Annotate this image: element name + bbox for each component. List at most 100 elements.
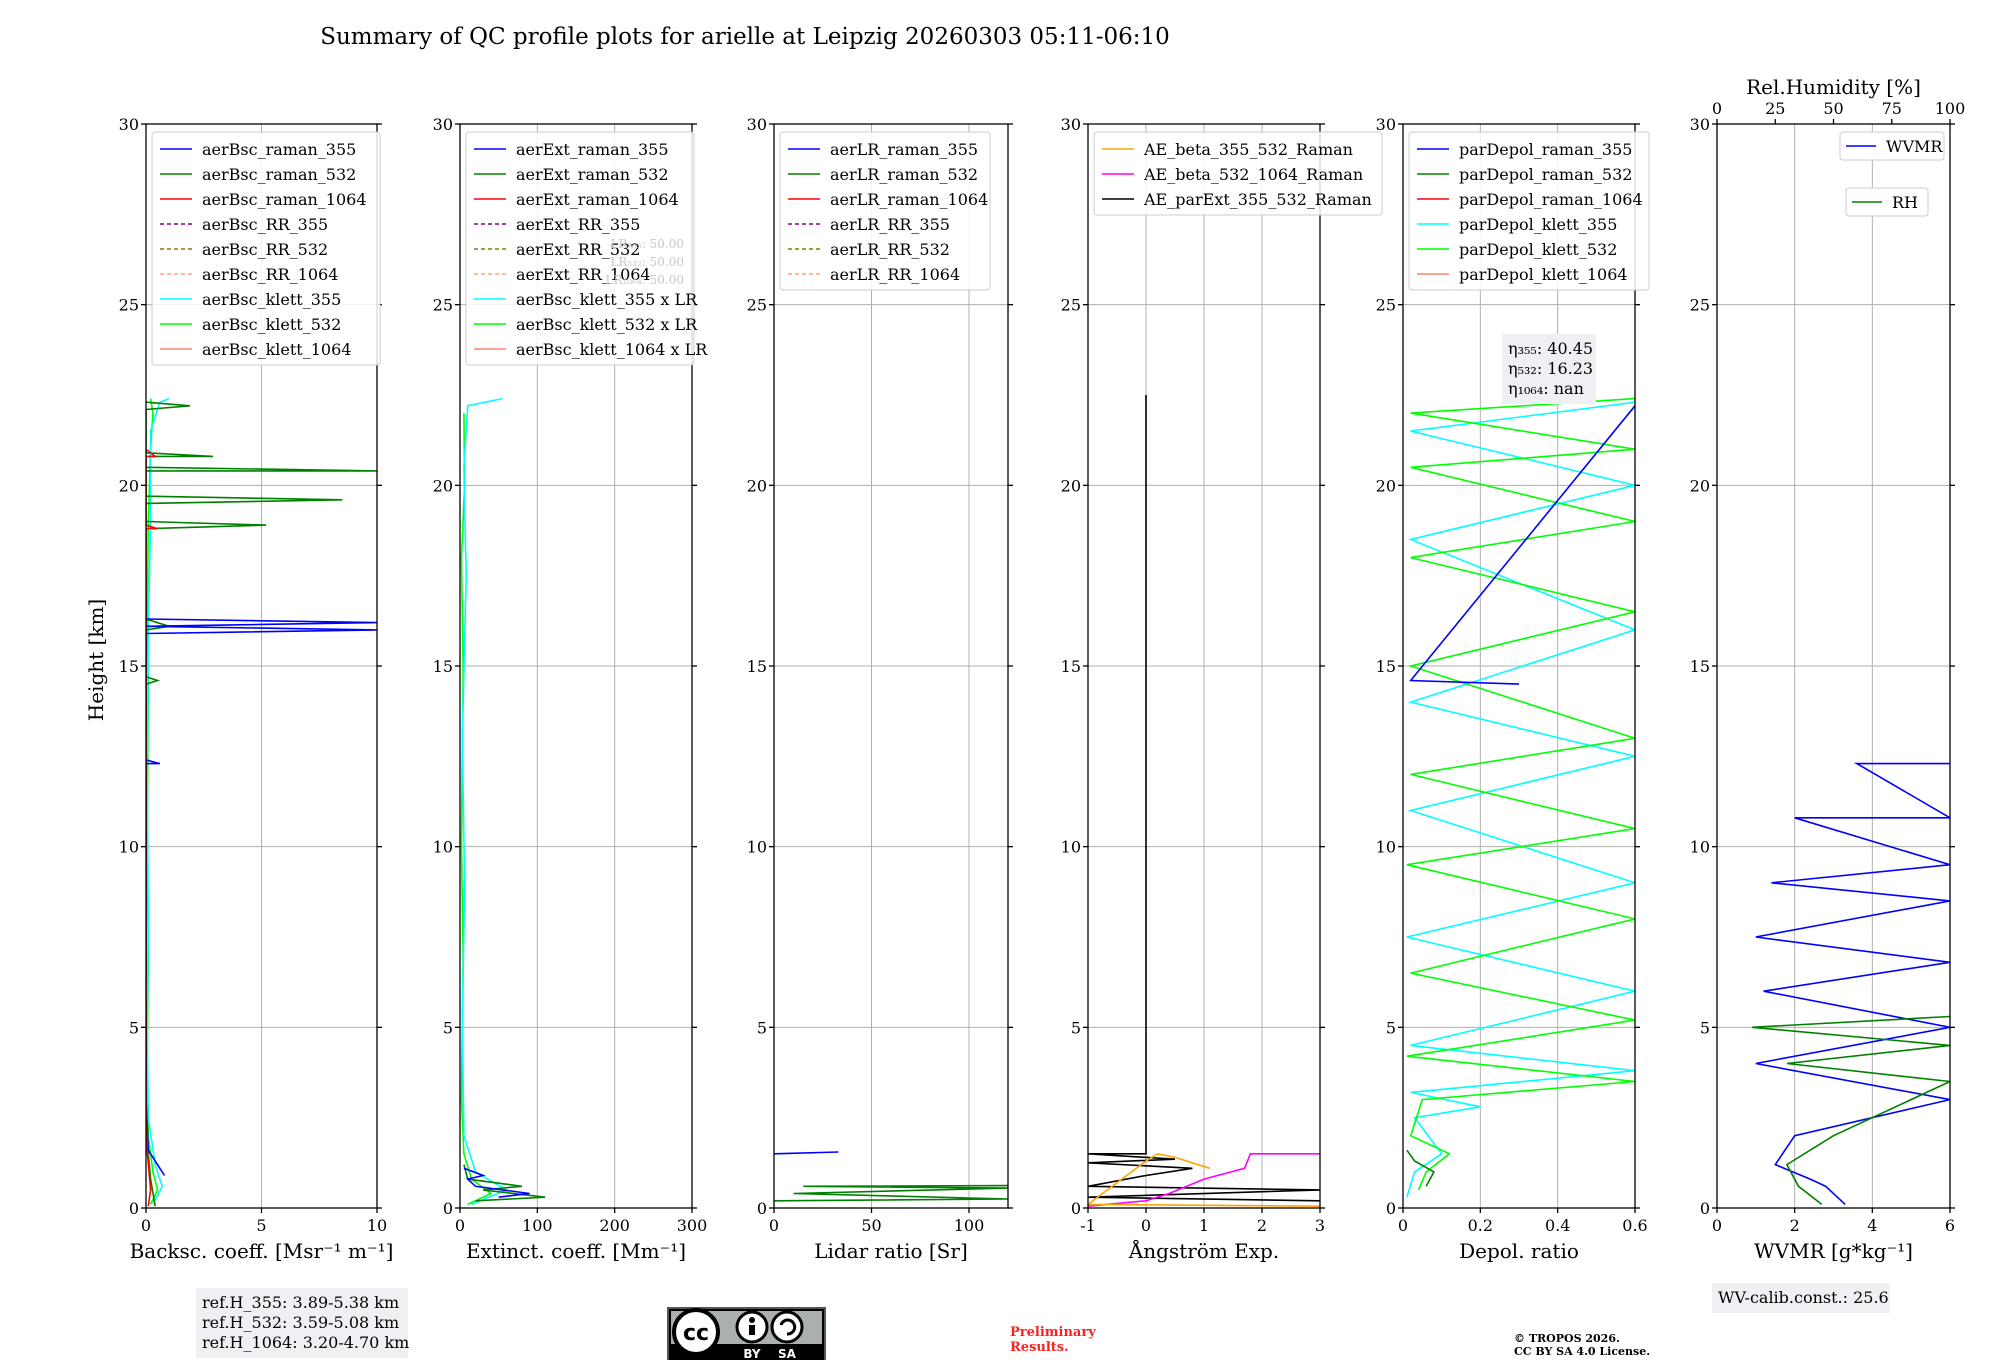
annotation-wvmr: WV-calib.const.: 25.6 [1712, 1283, 1890, 1313]
legend-frame [465, 131, 695, 366]
legend-label: AE_beta_532_1064_Raman [1143, 165, 1363, 184]
x-tick-label: 0 [1398, 1216, 1408, 1235]
legend-label: aerBsc_klett_355 x LR [516, 290, 698, 309]
x-tick-label: 50 [861, 1216, 881, 1235]
series-line-aerBsc_klett_355 [146, 397, 170, 1205]
y-tick-label: 0 [1386, 1199, 1396, 1218]
top-x-tick-label: 75 [1882, 99, 1902, 118]
legend-frame [1408, 131, 1650, 291]
y-tick-label: 10 [119, 838, 139, 857]
y-tick-label: 5 [129, 1018, 139, 1037]
y-tick-label: 25 [1376, 296, 1396, 315]
y-tick-label: 30 [1376, 115, 1396, 134]
legend: AE_beta_355_532_Raman AE_beta_532_1064_Ra… [1093, 131, 1383, 216]
y-tick-label: 0 [1700, 1199, 1710, 1218]
x-axis-label: WVMR [g*kg⁻¹] [1754, 1239, 1913, 1263]
cc-license-badge: cc BY SA [667, 1307, 826, 1360]
annotation-text: WV-calib.const.: 25.6 [1718, 1288, 1889, 1307]
y-tick-label: 25 [1690, 296, 1710, 315]
legend-label: RH [1892, 193, 1918, 212]
panel-lidar_ratio: 0 5 10 15 20 25 30 0 50 100 Lidar ratio [Sr] aerLR_… [747, 115, 1013, 1263]
y-tick-label: 20 [1061, 476, 1081, 495]
legend-label: aerLR_RR_355 [830, 215, 950, 234]
y-tick-label: 10 [1690, 838, 1710, 857]
annotation-text: η₅₃₂: 16.23 [1508, 359, 1593, 378]
x-tick-label: 0.6 [1622, 1216, 1647, 1235]
x-tick-label: 300 [677, 1216, 708, 1235]
y-tick-label: 10 [433, 838, 453, 857]
series-line-parDepol_klett_355 [1406, 401, 1635, 1198]
legend-label: aerLR_raman_355 [830, 140, 978, 159]
preliminary-note: Preliminary Results. [1010, 1325, 1096, 1355]
annotation-text: ref.H_355: 3.89-5.38 km [202, 1293, 399, 1312]
legend-label: aerBsc_raman_532 [202, 165, 356, 184]
x-tick-label: 2 [1257, 1216, 1267, 1235]
x-tick-label: 0 [1141, 1216, 1151, 1235]
legend-label: AE_parExt_355_532_Raman [1143, 190, 1372, 209]
y-tick-label: 30 [747, 115, 767, 134]
series-group [1406, 397, 1635, 1198]
legend-label: parDepol_raman_532 [1459, 165, 1632, 184]
y-tick-label: 25 [747, 296, 767, 315]
legend: aerLR_raman_355 aerLR_raman_532 aerLR_rama… [779, 131, 991, 291]
legend-label: aerBsc_raman_1064 [202, 190, 367, 209]
legend-label: aerBsc_RR_532 [202, 240, 328, 259]
y-tick-label: 30 [1061, 115, 1081, 134]
y-tick-label: 5 [443, 1018, 453, 1037]
y-tick-label: 15 [747, 657, 767, 676]
legend-label: AE_beta_355_532_Raman [1143, 140, 1353, 159]
legend-box-wvmr: WVMR [1839, 131, 1945, 161]
legend: aerBsc_raman_355 aerBsc_raman_532 aerBsc_r… [151, 131, 381, 366]
legend-label: aerExt_RR_355 [516, 215, 640, 234]
y-tick-label: 30 [1690, 115, 1710, 134]
series-line-WVMR [1755, 762, 1950, 1205]
y-tick-label: 20 [1376, 476, 1396, 495]
legend-box-rh: RH [1845, 187, 1929, 217]
x-axis-label: Lidar ratio [Sr] [814, 1239, 968, 1263]
legend-label: parDepol_klett_532 [1459, 240, 1617, 259]
legend-frame [779, 131, 991, 291]
y-tick-label: 15 [433, 657, 453, 676]
legend-frame [1093, 131, 1383, 216]
y-tick-label: 10 [747, 838, 767, 857]
series-line-aerLR_raman_355 [774, 1151, 839, 1155]
legend-label: aerBsc_RR_1064 [202, 265, 338, 284]
legend-label: aerExt_RR_1064 [516, 265, 651, 284]
legend-label: aerBsc_klett_532 [202, 315, 341, 334]
legend-label: aerLR_raman_1064 [830, 190, 988, 209]
x-tick-label: 0.2 [1468, 1216, 1493, 1235]
series-line-aerExt_raman_355 [463, 1167, 530, 1198]
series-group [146, 397, 377, 1207]
y-tick-label: 5 [757, 1018, 767, 1037]
top-x-tick-label: 25 [1765, 99, 1785, 118]
legend-label: aerBsc_klett_355 [202, 290, 341, 309]
y-tick-label: 15 [1061, 657, 1081, 676]
series-line-aerBsc_raman_532 [146, 401, 377, 1207]
x-axis-label: Backsc. coeff. [Msr⁻¹ m⁻¹] [130, 1239, 394, 1263]
legend-label: aerBsc_RR_355 [202, 215, 328, 234]
y-tick-label: 5 [1386, 1018, 1396, 1037]
series-line-AE_parExt_355_532_Raman [1088, 395, 1320, 1202]
grid [1087, 123, 1321, 1209]
y-tick-label: 0 [757, 1199, 767, 1218]
x-axis-label: Ångström Exp. [1128, 1238, 1279, 1263]
x-tick-label: 0 [769, 1216, 779, 1235]
series-line-aerExt_raman_532 [463, 1164, 546, 1202]
y-tick-label: 20 [433, 476, 453, 495]
legend-label: aerBsc_klett_1064 x LR [516, 340, 708, 359]
legend-label: WVMR [1886, 137, 1943, 156]
legend-label: parDepol_raman_355 [1459, 140, 1632, 159]
series-line-RH [1751, 1015, 1950, 1206]
legend-label: aerBsc_klett_532 x LR [516, 315, 698, 334]
footer-line: CC BY SA 4.0 License. [1514, 1345, 1650, 1358]
svg-text:cc: cc [683, 1321, 709, 1346]
y-tick-label: 0 [129, 1199, 139, 1218]
y-tick-label: 5 [1700, 1018, 1710, 1037]
legend-label: aerExt_raman_1064 [516, 190, 679, 209]
figure-title: Summary of QC profile plots for arielle … [320, 24, 1170, 50]
lidar-ratio-note: LR₅₃₂: 50.00 [610, 255, 684, 269]
series-line-aerBsc_raman_355 [146, 618, 377, 1176]
x-axis-label: Depol. ratio [1459, 1239, 1579, 1263]
